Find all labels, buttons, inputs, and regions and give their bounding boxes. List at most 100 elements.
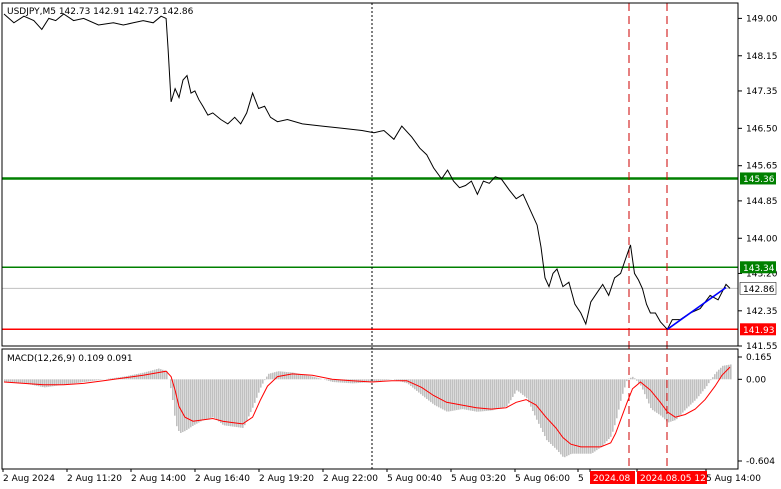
macd-bar — [62, 379, 64, 385]
macd-bar — [728, 364, 730, 380]
macd-bar — [566, 379, 568, 457]
macd-bar — [694, 379, 696, 401]
macd-bar — [210, 379, 212, 418]
macd-bar — [462, 379, 464, 410]
macd-bar — [240, 379, 242, 428]
macd-bar — [96, 379, 98, 381]
macd-bar — [426, 379, 428, 399]
macd-bar — [628, 378, 630, 380]
current-price-box — [739, 282, 777, 295]
macd-bar — [478, 379, 480, 412]
macd-bar — [80, 379, 82, 383]
macd-bar — [4, 379, 6, 383]
macd-bar — [238, 379, 240, 428]
level-label-box — [740, 261, 776, 274]
macd-bar — [580, 379, 582, 454]
macd-bar — [480, 379, 482, 412]
macd-bar — [272, 372, 274, 380]
macd-bar — [244, 379, 246, 426]
macd-bar — [352, 379, 354, 384]
macd-bar — [298, 373, 300, 380]
macd-bar — [620, 379, 622, 401]
x-tick-label: 2 Aug 19:20 — [259, 474, 314, 484]
macd-histogram — [4, 364, 732, 458]
macd-bar — [624, 379, 626, 388]
macd-bar — [344, 379, 346, 383]
macd-bar — [520, 379, 522, 394]
macd-bar — [260, 379, 262, 388]
macd-bar — [494, 379, 496, 410]
x-tick-label: 5 Aug 03:20 — [451, 474, 506, 484]
macd-bar — [234, 379, 236, 427]
macd-bar — [464, 379, 466, 410]
macd-bar — [678, 379, 680, 417]
macd-bar — [586, 379, 588, 454]
macd-bar — [16, 379, 18, 383]
macd-bar — [472, 379, 474, 411]
macd-bar — [328, 379, 330, 381]
macd-bar — [270, 373, 272, 380]
macd-bar — [194, 379, 196, 425]
macd-bar — [664, 379, 666, 420]
macd-bar — [52, 379, 54, 387]
macd-bar — [474, 379, 476, 412]
macd-bar — [454, 379, 456, 411]
macd-bar — [154, 369, 156, 380]
macd-bar — [452, 379, 454, 411]
macd-bar — [484, 379, 486, 412]
level-label: 145.36 — [743, 175, 775, 185]
macd-bar — [198, 379, 200, 423]
macd-bar — [428, 379, 430, 401]
y-tick-label: 142.35 — [746, 307, 778, 317]
macd-bar — [326, 379, 328, 381]
macd-bar — [528, 379, 530, 403]
y-tick-label: 147.35 — [746, 87, 778, 97]
macd-bar — [84, 379, 86, 382]
macd-bar — [290, 372, 292, 380]
macd-bar — [692, 379, 694, 403]
x-tick-label: 5 Aug 00:40 — [387, 474, 442, 484]
macd-bar — [688, 379, 690, 407]
macd-bar — [466, 379, 468, 410]
current-price-label: 142.86 — [743, 285, 775, 295]
horizontal-lines — [2, 177, 738, 331]
macd-bar — [296, 373, 298, 380]
macd-bar — [224, 379, 226, 426]
macd-bar — [424, 379, 426, 398]
macd-bar — [684, 379, 686, 411]
macd-bar — [170, 379, 172, 389]
macd-bar — [288, 372, 290, 380]
macd-bar — [180, 379, 182, 433]
macd-bar — [468, 379, 470, 411]
macd-bar — [710, 379, 712, 381]
macd-bar — [192, 379, 194, 426]
macd-bar — [562, 379, 564, 457]
macd-bar — [456, 379, 458, 411]
macd-bar — [600, 379, 602, 448]
macd-bar — [686, 379, 688, 409]
macd-bar — [264, 379, 266, 381]
x-marker-box — [637, 471, 707, 484]
macd-bar — [596, 379, 598, 451]
macd-bar — [164, 370, 166, 380]
macd-bar — [334, 379, 336, 383]
macd-bar — [700, 379, 702, 394]
macd-bar — [190, 379, 192, 428]
macd-bar — [490, 379, 492, 411]
macd-bar — [538, 379, 540, 424]
macd-bar — [340, 379, 342, 383]
macd-bar — [532, 379, 534, 412]
x-marker-box — [590, 471, 635, 484]
macd-bar — [726, 365, 728, 380]
macd-bar — [634, 378, 636, 380]
macd-bar — [670, 379, 672, 422]
x-tick-label: 2 Aug 2024 — [3, 474, 55, 484]
macd-bar — [704, 379, 706, 389]
macd-bar — [542, 379, 544, 432]
macd-bar — [320, 378, 322, 380]
macd-bar — [216, 379, 218, 420]
macd-bar — [534, 379, 536, 416]
macd-bar — [650, 379, 652, 409]
y-tick-label: 149.00 — [746, 14, 778, 24]
